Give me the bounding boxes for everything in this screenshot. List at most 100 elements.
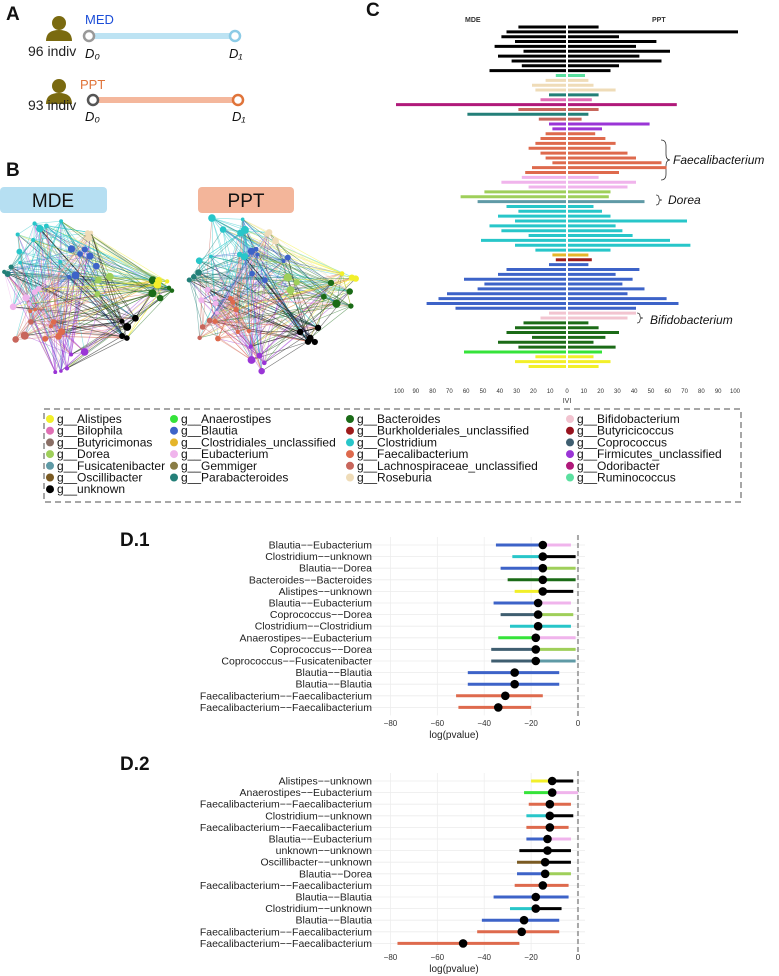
legend-label: g__Odoribacter <box>577 459 660 473</box>
mde-network-title: MDE <box>32 191 74 212</box>
network-edge <box>46 225 52 327</box>
ivi-tick-label: 50 <box>480 389 487 395</box>
network-edge <box>235 251 252 310</box>
x-tick-label: 0 <box>576 953 581 962</box>
network-node <box>15 232 20 237</box>
ivi-tick-label: 90 <box>412 389 419 395</box>
pair-label: Blautia−−Eubacterium <box>269 834 373 846</box>
network-edge <box>275 240 350 292</box>
ivi-tick-label: 80 <box>429 389 436 395</box>
legend-marker <box>566 450 574 459</box>
pvalue-point <box>545 811 555 821</box>
network-edge <box>91 232 153 281</box>
network-edge <box>242 219 252 361</box>
pvalue-point <box>501 691 510 701</box>
network-edge <box>46 225 92 233</box>
network-node <box>77 251 83 257</box>
network-node <box>43 223 49 229</box>
pvalue-point <box>538 552 548 561</box>
network-node <box>240 217 245 222</box>
network-edge <box>207 289 216 322</box>
legend-label: g__Roseburia <box>357 471 432 485</box>
legend-box <box>43 408 742 503</box>
pair-label: Anaerostipes−−Eubacterium <box>240 632 373 644</box>
network-node <box>119 318 125 324</box>
network-edge <box>202 218 213 327</box>
network-edge <box>61 331 123 337</box>
network-node <box>35 286 42 292</box>
network-node <box>27 302 32 307</box>
legend-label: g__Firmicutes_unclassified <box>577 447 722 461</box>
pair-label: Faecalibacterium−−Faecalibacterium <box>200 702 372 714</box>
network-edge <box>222 229 288 258</box>
network-edge <box>97 293 123 322</box>
legend-label: g__Ruminococcus <box>577 471 676 485</box>
network-node <box>69 352 74 357</box>
network-edge <box>189 279 351 307</box>
network-edge <box>193 232 241 277</box>
network-edge <box>202 326 252 361</box>
network-node <box>36 224 44 233</box>
network-node <box>219 226 227 233</box>
network-edge <box>30 317 136 323</box>
network-edge <box>211 217 250 332</box>
legend-label: g__Gemmiger <box>181 459 257 473</box>
legend-marker <box>566 438 574 447</box>
network-node <box>212 318 218 325</box>
legend-label: g__Fusicatenibacter <box>57 459 165 473</box>
legend-marker <box>346 473 354 482</box>
network-edge <box>244 229 343 274</box>
pvalue-point <box>545 823 555 832</box>
network-edge <box>39 228 62 332</box>
network-edge <box>10 266 35 293</box>
ivi-tick-label: 60 <box>463 389 470 395</box>
network-edge <box>53 292 153 323</box>
network-edge <box>4 232 88 273</box>
ppt-d0-label: D₀ <box>85 109 100 124</box>
network-edge <box>215 297 337 304</box>
network-edge <box>66 232 88 369</box>
network-node <box>81 246 88 253</box>
pvalue-point <box>547 776 557 786</box>
network-edge <box>248 330 262 372</box>
network-node <box>191 274 197 280</box>
pair-label: Faecalibacterium−−Faecalibacterium <box>200 690 372 702</box>
network-node <box>253 246 259 252</box>
network-node <box>12 336 19 343</box>
d1-chart: Blautia−−EubacteriumClostridium−−unknown… <box>200 535 585 728</box>
network-edge <box>126 290 173 339</box>
legend-label: g__Dorea <box>57 447 110 461</box>
pair-label: Oscillibacter−−unknown <box>261 857 373 869</box>
pvalue-point <box>538 540 548 550</box>
network-edge <box>268 232 350 292</box>
network-node <box>320 293 327 300</box>
legend: g__Alistipesg__Bilophilag__Butyricimonas… <box>46 412 722 496</box>
network-edge <box>66 335 123 369</box>
network-edge <box>242 219 332 284</box>
med-d1-marker <box>228 29 242 43</box>
x-tick-label: 0 <box>576 719 581 728</box>
network-node <box>156 294 164 302</box>
network-node <box>246 328 252 334</box>
network-node <box>85 234 93 242</box>
network-edge <box>84 276 111 353</box>
legend-label: g__Eubacterium <box>181 447 268 461</box>
network-node <box>281 258 286 264</box>
pvalue-point <box>540 869 550 879</box>
ppt-group-name: PPT <box>80 77 105 92</box>
x-tick-label: −40 <box>477 953 491 962</box>
pvalue-point <box>519 915 529 925</box>
ppt-d1-marker <box>231 93 245 107</box>
network-node <box>48 324 54 329</box>
network-edge <box>251 273 291 291</box>
network-node <box>71 271 80 280</box>
network-edge <box>201 299 252 361</box>
pair-label: Clostridium−−Clostridium <box>255 621 373 633</box>
ivi-tick-label: 80 <box>698 389 705 395</box>
legend-marker <box>46 461 54 470</box>
network-node <box>53 370 58 375</box>
network-edge <box>96 265 136 319</box>
network-edge <box>46 225 68 369</box>
network-node <box>249 270 255 277</box>
network-node <box>237 229 245 237</box>
